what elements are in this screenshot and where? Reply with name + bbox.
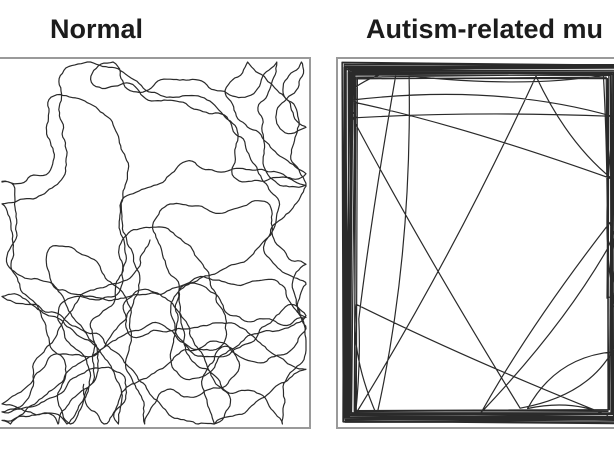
mutant-arena-border [336, 57, 614, 429]
normal-arena-border [0, 57, 311, 429]
normal-mouse-arena [0, 57, 311, 429]
mutant-movement-trace [341, 61, 614, 425]
autism-mutation-label: Autism-related mu [366, 14, 604, 44]
normal-trace-path [1, 61, 307, 425]
mutant-trace-path [341, 61, 614, 425]
normal-label: Normal [50, 14, 144, 44]
mutant-mouse-arena [336, 57, 614, 429]
normal-movement-trace [1, 61, 307, 425]
